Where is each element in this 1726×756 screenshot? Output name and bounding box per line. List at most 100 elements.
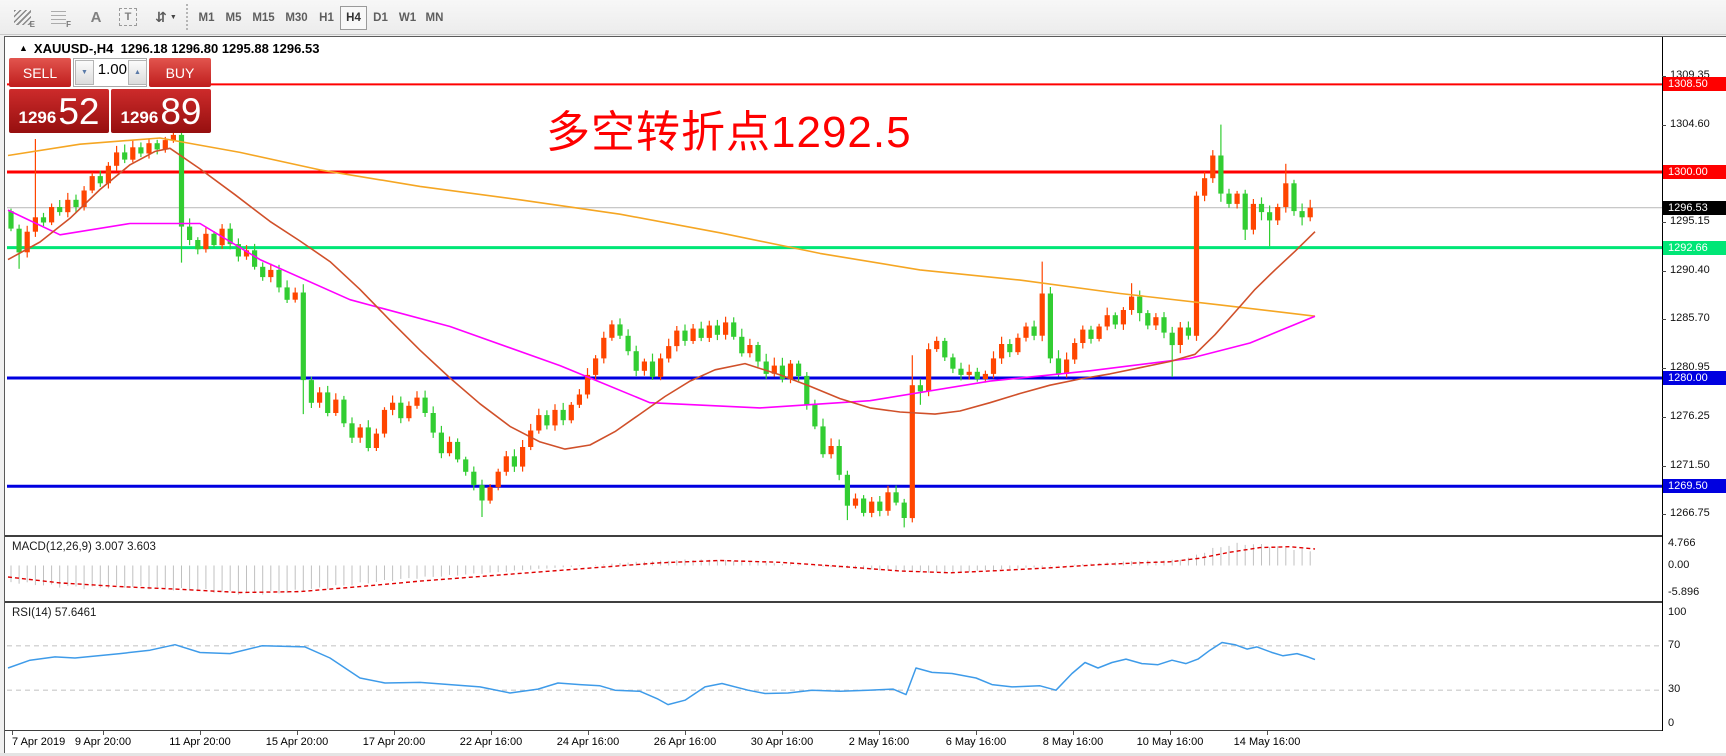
textbox-icon[interactable]: T [114, 5, 142, 29]
volume-increase-button[interactable]: ▲ [128, 60, 147, 85]
macd-label: MACD(12,26,9) 3.007 3.603 [12, 541, 156, 553]
timeframe-button-d1[interactable]: D1 [373, 12, 388, 24]
arrow-objects-icon[interactable]: ⇵ ▼ [155, 8, 177, 25]
time-tick-label: 17 Apr 20:00 [362, 736, 426, 748]
collapse-triangle-icon[interactable]: ▲ [19, 43, 28, 53]
hatch-glyph [13, 9, 31, 25]
price-tick-mark [1662, 76, 1666, 77]
price-tick-mark [1662, 514, 1666, 515]
price-tick-label: 1295.15 [1670, 215, 1710, 227]
price-tick-label: 1271.50 [1670, 459, 1710, 471]
time-tick-label: 9 Apr 20:00 [74, 736, 132, 748]
price-tick-mark [1662, 417, 1666, 418]
price-tick-label: 1276.25 [1670, 410, 1710, 422]
price-tick-label: 1285.70 [1670, 312, 1710, 324]
price-chart-pane[interactable] [7, 37, 1662, 536]
macd-signal-value: 3.603 [127, 541, 156, 553]
time-tick-label: 26 Apr 16:00 [653, 736, 717, 748]
macd-pane-divider[interactable] [5, 535, 1662, 537]
macd-axis-label: 4.766 [1668, 537, 1696, 549]
buy-price-box[interactable]: 1296 89 [111, 89, 211, 133]
ohlc-values: 1296.18 1296.80 1295.88 1296.53 [120, 41, 320, 56]
price-badge-1269.50: 1269.50 [1663, 479, 1726, 493]
time-tick-label: 15 Apr 20:00 [265, 736, 329, 748]
chart-window[interactable]: ▲ XAUUSD-,H4 1296.18 1296.80 1295.88 1296… [4, 36, 1726, 754]
macd-main-value: 3.007 [95, 541, 124, 553]
chart-annotation-text: 多空转折点1292.5 [546, 108, 912, 157]
price-tick-mark [1662, 222, 1666, 223]
timeframe-button-mn[interactable]: MN [425, 12, 444, 24]
time-tick-label: 22 Apr 16:00 [459, 736, 523, 748]
volume-decrease-button[interactable]: ▼ [75, 60, 94, 85]
time-tick-mark [297, 731, 298, 735]
price-tick-label: 1280.95 [1670, 361, 1710, 373]
chevron-down-icon: ▼ [169, 13, 177, 21]
volume-field[interactable]: 1.00 [97, 61, 127, 78]
timeframe-button-m1[interactable]: M1 [198, 12, 215, 24]
rsi-label: RSI(14) 57.6461 [12, 607, 97, 619]
price-tick-label: 1266.75 [1670, 507, 1710, 519]
time-tick-mark [1170, 731, 1171, 735]
price-tick-mark [1662, 368, 1666, 369]
timeframe-button-m15[interactable]: M15 [252, 12, 275, 24]
time-tick-mark [976, 731, 977, 735]
time-tick-mark [200, 731, 201, 735]
symbol-header: ▲ XAUUSD-,H4 1296.18 1296.80 1295.88 1296… [19, 41, 319, 56]
indicators-hatch-icon[interactable]: E [8, 5, 36, 29]
time-tick-mark [879, 731, 880, 735]
price-tick-mark [1662, 125, 1666, 126]
sell-price-box[interactable]: 1296 52 [9, 89, 109, 133]
toolbar-separator [186, 4, 188, 30]
time-tick-mark [394, 731, 395, 735]
time-tick-label: 10 May 16:00 [1136, 736, 1204, 748]
rsi-axis-label: 100 [1668, 606, 1687, 618]
timeframe-button-m30[interactable]: M30 [285, 12, 308, 24]
rsi-axis-label: 0 [1668, 717, 1675, 729]
label-icon[interactable]: A [90, 8, 102, 26]
sell-button[interactable]: SELL [9, 58, 71, 87]
price-tick-label: 1290.40 [1670, 264, 1710, 276]
ma-fast-redbrown [7, 147, 1316, 450]
timeframe-button-w1[interactable]: W1 [398, 12, 417, 24]
time-axis-divider [5, 730, 1662, 731]
macd-axis-label: -5.896 [1668, 586, 1700, 598]
time-tick-mark [103, 731, 104, 735]
price-axis-border [1662, 37, 1663, 731]
time-tick-label: 6 May 16:00 [945, 736, 1007, 748]
timeframe-button-m5[interactable]: M5 [225, 12, 242, 24]
time-tick-mark [588, 731, 589, 735]
window-bottom-strip [0, 753, 1726, 756]
timeframe-button-h1[interactable]: H1 [319, 12, 334, 24]
rsi-pane[interactable] [7, 603, 1662, 731]
price-badge-1300.00: 1300.00 [1663, 165, 1726, 179]
macd-pane[interactable] [7, 537, 1662, 601]
price-badge-1292.66: 1292.66 [1663, 241, 1726, 255]
price-tick-mark [1662, 271, 1666, 272]
grid-dotted-icon[interactable]: F [44, 5, 72, 29]
rsi-line [7, 641, 1316, 706]
time-tick-mark [1073, 731, 1074, 735]
price-tick-mark [1662, 466, 1666, 467]
time-tick-mark [1267, 731, 1268, 735]
price-badge-1280.00: 1280.00 [1663, 371, 1726, 385]
ma-mid-magenta [7, 209, 1316, 409]
macd-axis-label: 0.00 [1668, 559, 1690, 571]
time-tick-mark [782, 731, 783, 735]
rsi-axis-label: 30 [1668, 683, 1681, 695]
rsi-value: 57.6461 [54, 607, 97, 619]
ma-slow-orange [7, 137, 1316, 317]
symbol-name: XAUUSD-,H4 [33, 41, 114, 56]
price-badge-1308.50: 1308.50 [1663, 77, 1726, 91]
price-badge-1296.53: 1296.53 [1663, 201, 1726, 215]
time-tick-label: 2 May 16:00 [848, 736, 910, 748]
time-tick-label: 30 Apr 16:00 [750, 736, 814, 748]
price-tick-label: 1304.60 [1670, 118, 1710, 130]
buy-button[interactable]: BUY [149, 58, 211, 87]
time-tick-mark [491, 731, 492, 735]
time-tick-label: 7 Apr 2019 [12, 736, 66, 748]
price-tick-mark [1662, 319, 1666, 320]
timeframe-button-h4[interactable]: H4 [340, 6, 367, 30]
time-tick-label: 14 May 16:00 [1233, 736, 1301, 748]
grid-glyph [50, 10, 66, 24]
rsi-pane-divider[interactable] [5, 601, 1662, 603]
